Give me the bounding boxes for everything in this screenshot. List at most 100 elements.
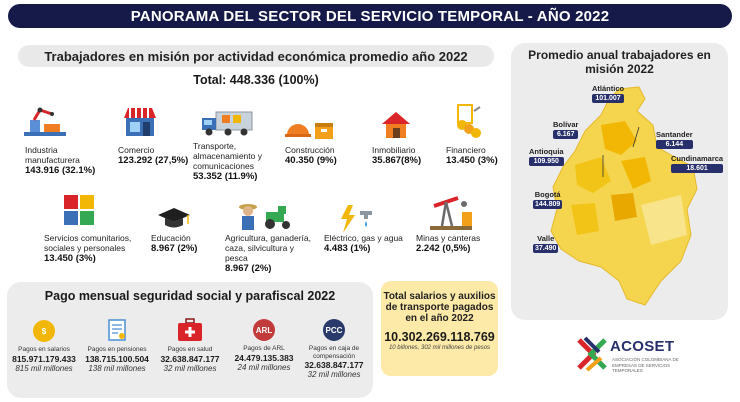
city-name: Cundinamarca	[671, 154, 724, 163]
activity-item-financiero: Financiero 13.450 (3%)	[446, 145, 508, 166]
colombia-map-icon	[550, 86, 698, 306]
activity-item-educacion: Educación 8.967 (2%)	[151, 233, 211, 254]
activity-item-value: 2.242 (0,5%)	[416, 243, 471, 254]
activity-item-value: 8.967 (2%)	[151, 243, 198, 254]
coins-icon	[457, 104, 481, 138]
activity-item-agricultura: Agricultura, ganadería, caza, silvicultu…	[225, 233, 317, 274]
payment-amount: 32.638.847.177	[160, 353, 220, 364]
city-name: Antioquia	[529, 147, 564, 156]
activity-total: Total: 448.336 (100%)	[193, 73, 319, 87]
city-value-badge: 37.490	[533, 244, 559, 253]
city-atlantico: Atlántico 101.007	[592, 84, 625, 103]
city-value-badge: 109.950	[529, 157, 564, 166]
activity-item-name: Transporte, almacenamiento y comunicacio…	[193, 141, 262, 171]
factory-robot-icon	[24, 107, 66, 136]
totals-panel: Total salarios y auxilios de transporte …	[381, 281, 498, 376]
city-name: Valle	[537, 234, 555, 243]
payment-item-arl: ARL Pagos de ARL 24.479.135.383 24 mil m…	[227, 319, 301, 372]
payment-label: Pagos en caja de compensación	[308, 345, 360, 360]
arl-icon: ARL	[253, 319, 275, 341]
activity-item-servicios: Servicios comunitarios, sociales y perso…	[44, 233, 132, 264]
activity-item-value: 13.450 (3%)	[44, 253, 96, 264]
payment-item-salud: Pagos en salud 32.638.847.177 32 mil mil…	[153, 318, 227, 373]
city-valle: Valle 37.490	[533, 234, 559, 253]
payment-millions: 32 mil millones	[307, 370, 361, 379]
hardhat-icon	[285, 123, 333, 139]
activity-item-name: Eléctrico, gas y agua	[324, 233, 403, 243]
acoset-logo-icon	[577, 336, 607, 372]
payment-millions: 24 mil millones	[237, 362, 291, 372]
lightning-icon	[341, 205, 372, 233]
logo-tagline: ASOCIACIÓN COLOMBIANA DE EMPRESAS DE SER…	[612, 357, 679, 373]
puzzle-icon	[64, 195, 94, 225]
payment-millions: 138 mil millones	[88, 363, 146, 373]
payment-amount: 815.971.179.433	[12, 353, 76, 364]
activity-item-industria: Industria manufacturera 143.916 (32.1%)	[25, 145, 101, 176]
payment-millions: 815 mil millones	[15, 363, 73, 373]
dollar-coin-icon: $	[33, 320, 55, 342]
city-name: Santander	[656, 130, 693, 139]
activity-heading: Trabajadores en misión por actividad eco…	[18, 45, 494, 67]
payment-millions: 32 mil millones	[163, 363, 217, 373]
city-name: Atlántico	[592, 84, 625, 93]
oil-pump-icon	[430, 196, 472, 230]
activity-item-value: 53.352 (11.9%)	[193, 171, 258, 182]
map-panel: Promedio anual trabajadores en misión 20…	[511, 43, 728, 320]
truck-icon	[202, 111, 253, 136]
map-title: Promedio anual trabajadores en misión 20…	[528, 48, 711, 76]
graduation-cap-icon	[158, 208, 190, 228]
activity-item-value: 123.292 (27,5%)	[118, 155, 189, 166]
payment-amount: 32.638.847.177	[304, 360, 364, 370]
city-antioquia: Antioquia 109.950	[529, 147, 564, 166]
payment-label: Pagos en pensiones	[87, 346, 147, 353]
payment-label: Pagos en salud	[167, 346, 213, 353]
city-bogota: Bogotá 144.809	[533, 190, 563, 209]
house-icon	[382, 112, 410, 138]
store-icon	[124, 108, 156, 136]
activity-item-name: Financiero	[446, 145, 486, 155]
page-title: PANORAMA DEL SECTOR DEL SERVICIO TEMPORA…	[130, 7, 610, 25]
farmer-icon	[239, 204, 290, 230]
city-name: Bolívar	[553, 120, 579, 129]
activity-item-name: Educación	[151, 233, 191, 243]
activity-item-name: Agricultura, ganadería, caza, silvicultu…	[225, 233, 311, 263]
city-santander: Santander 6.144	[656, 130, 693, 149]
activity-item-comercio: Comercio 123.292 (27,5%)	[118, 145, 208, 166]
city-value-badge: 6.144	[656, 140, 693, 149]
activity-item-value: 13.450 (3%)	[446, 155, 498, 166]
city-cundinamarca: Cundinamarca 18.601	[671, 154, 724, 173]
activity-item-transporte: Transporte, almacenamiento y comunicacio…	[193, 141, 277, 182]
activity-item-value: 35.867(8%)	[372, 155, 422, 166]
logo-name: ACOSET	[610, 338, 675, 355]
medical-kit-icon	[178, 318, 202, 341]
totals-title: Total salarios y auxilios de transporte …	[383, 291, 496, 324]
activity-item-name: Minas y canteras	[416, 233, 481, 243]
certificate-icon	[108, 319, 126, 341]
payment-amount: 138.715.100.504	[85, 353, 149, 364]
payment-label: Pagos de ARL	[243, 345, 285, 352]
activity-item-value: 8.967 (2%)	[225, 263, 272, 274]
city-name: Bogotá	[534, 190, 561, 199]
totals-amount: 10.302.269.118.769	[384, 330, 495, 344]
activity-item-minas: Minas y canteras 2.242 (0,5%)	[416, 233, 486, 254]
activity-item-value: 40.350 (9%)	[285, 155, 337, 166]
activity-item-construccion: Construcción 40.350 (9%)	[285, 145, 355, 166]
payment-item-salarios: $ Pagos en salarios 815.971.179.433 815 …	[7, 320, 81, 373]
city-value-badge: 144.809	[533, 200, 563, 209]
payments-panel: Pago mensual seguridad social y parafisc…	[7, 282, 373, 398]
activity-item-name: Construcción	[285, 145, 335, 155]
city-value-badge: 6.167	[553, 130, 579, 139]
activity-item-value: 4.483 (1%)	[324, 243, 371, 254]
payments-title: Pago mensual seguridad social y parafisc…	[44, 289, 336, 303]
totals-note: 10 billones, 302 mil millones de pesos	[388, 345, 491, 351]
payment-item-pensiones: Pagos en pensiones 138.715.100.504 138 m…	[80, 318, 154, 373]
city-bolivar: Bolívar 6.167	[553, 120, 579, 139]
city-value-badge: 18.601	[671, 164, 724, 173]
payment-item-caja: PCC Pagos en caja de compensación 32.638…	[297, 319, 371, 379]
activity-item-value: 143.916 (32.1%)	[25, 165, 96, 176]
activity-item-name: Servicios comunitarios, sociales y perso…	[44, 233, 132, 253]
payment-amount: 24.479.135.383	[234, 352, 294, 363]
activity-item-name: Industria manufacturera	[25, 145, 80, 165]
payment-label: Pagos en salarios	[18, 346, 70, 353]
